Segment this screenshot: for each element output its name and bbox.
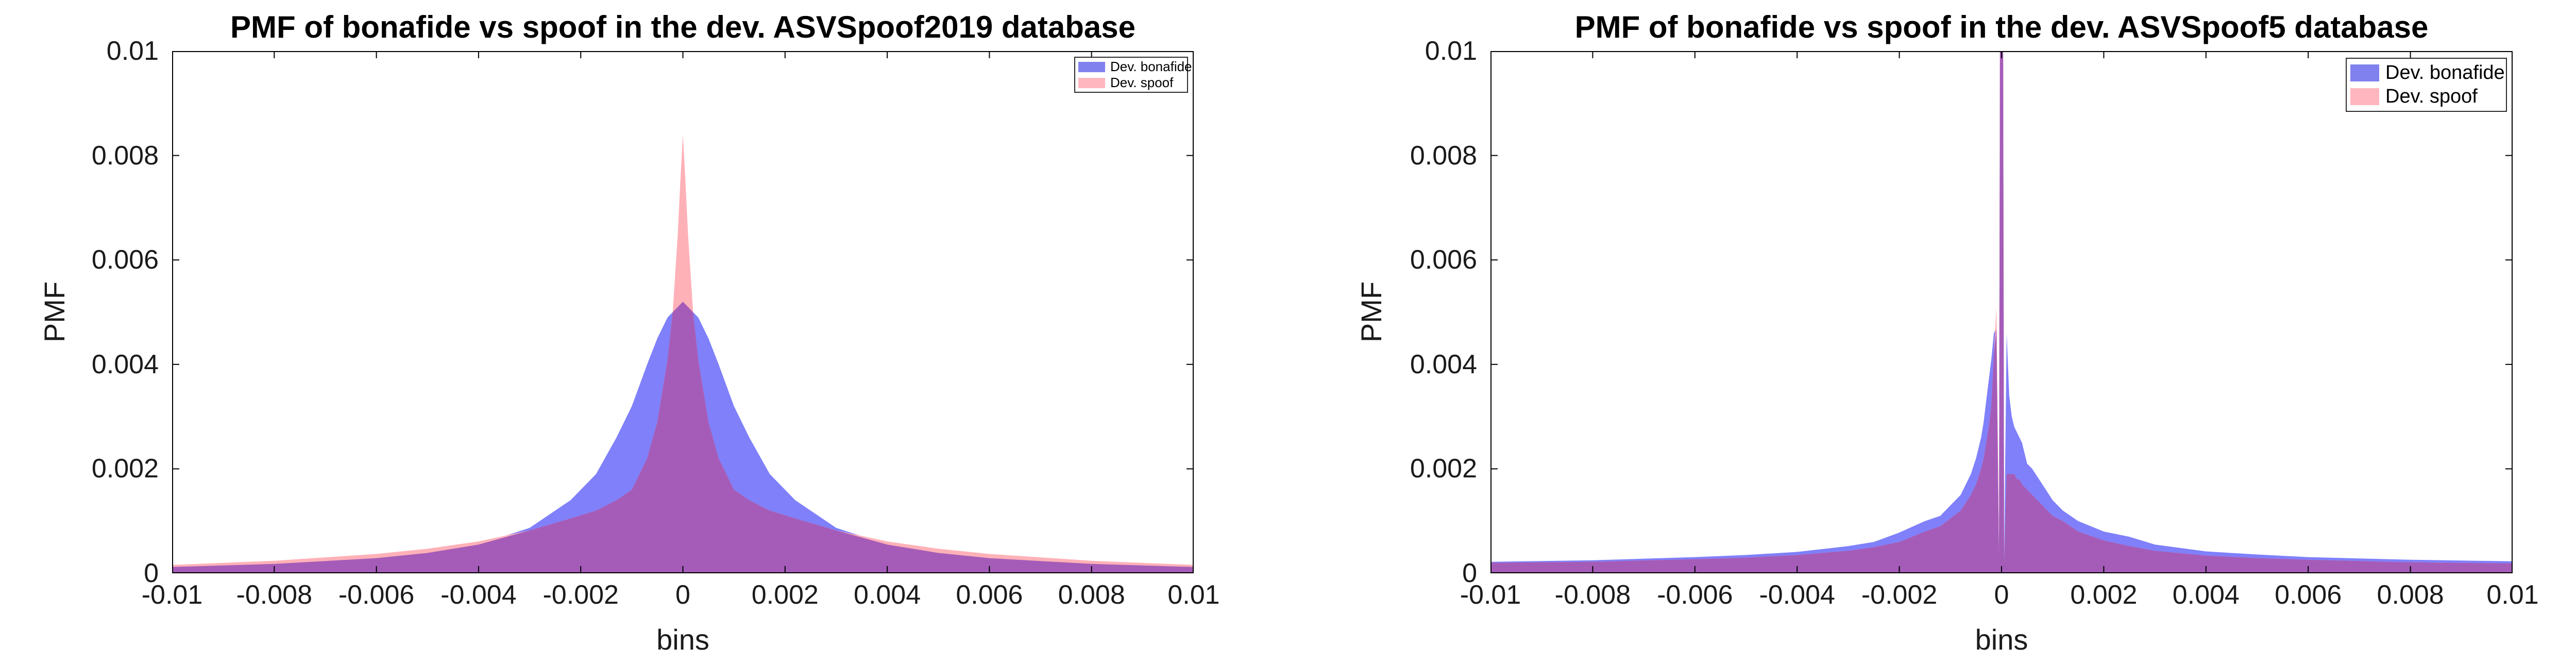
y-tick-label: 0.002 bbox=[91, 454, 159, 484]
legend-entry-spoof: Dev. spoof bbox=[2350, 85, 2502, 109]
x-tick-label: -0.008 bbox=[1554, 580, 1631, 610]
x-tick-label: 0.002 bbox=[751, 580, 819, 610]
y-tick-label: 0 bbox=[1462, 558, 1477, 588]
x-tick-label: 0 bbox=[675, 580, 690, 610]
axes-frame bbox=[172, 51, 1194, 573]
legend-entry-bonafide: Dev. bonafide bbox=[1078, 59, 1192, 75]
x-tick-label: 0.01 bbox=[1167, 580, 1220, 610]
overlap-area bbox=[1490, 51, 2513, 573]
y-tick-label: 0.008 bbox=[1410, 140, 1477, 171]
x-tick-label: 0.008 bbox=[1058, 580, 1125, 610]
x-axis-label-left-chart: bins bbox=[656, 623, 709, 656]
y-tick-label: 0.01 bbox=[106, 36, 159, 66]
chart-title-asvspoof2019: PMF of bonafide vs spoof in the dev. ASV… bbox=[230, 10, 1136, 44]
legend-label-spoof: Dev. spoof bbox=[2385, 85, 2478, 107]
x-tick-label: 0.006 bbox=[2275, 580, 2342, 610]
legend-label-bonafide: Dev. bonafide bbox=[2385, 62, 2505, 84]
y-tick-label: 0.002 bbox=[1410, 454, 1477, 484]
y-tick-label: 0.004 bbox=[1410, 349, 1477, 379]
x-tick-label: 0.002 bbox=[2070, 580, 2138, 610]
legend-label-spoof: Dev. spoof bbox=[1110, 75, 1174, 90]
legend-label-bonafide: Dev. bonafide bbox=[1110, 59, 1192, 74]
x-tick-label: 0.004 bbox=[854, 580, 921, 610]
x-axis-label-right-chart: bins bbox=[1975, 623, 2028, 656]
x-tick-label: -0.002 bbox=[1861, 580, 1938, 610]
y-tick-label: 0 bbox=[144, 558, 159, 588]
x-tick-label: -0.006 bbox=[338, 580, 415, 610]
y-tick-label: 0.01 bbox=[1425, 36, 1477, 66]
plot-area-asvspoof5 bbox=[1490, 51, 2513, 573]
x-tick-label: 0 bbox=[1994, 580, 2009, 610]
x-tick-label: 0.004 bbox=[2172, 580, 2240, 610]
y-tick-label: 0.004 bbox=[91, 349, 159, 379]
spoof-swatch-icon bbox=[1078, 77, 1105, 88]
axes-frame bbox=[1490, 51, 2513, 573]
chart-title-asvspoof5: PMF of bonafide vs spoof in the dev. ASV… bbox=[1574, 10, 2429, 44]
legend-entry-bonafide: Dev. bonafide bbox=[2350, 61, 2505, 85]
x-tick-label: 0.01 bbox=[2486, 580, 2539, 610]
x-tick-label: 0.006 bbox=[956, 580, 1023, 610]
plot-area-asvspoof2019 bbox=[172, 51, 1194, 573]
x-tick-label: -0.004 bbox=[1759, 580, 1835, 610]
x-tick-label: -0.01 bbox=[141, 580, 203, 610]
x-tick-label: -0.008 bbox=[236, 580, 313, 610]
x-tick-label: -0.002 bbox=[543, 580, 619, 610]
legend-left-chart: Dev. bonafide Dev. spoof bbox=[1074, 57, 1192, 93]
legend-entry-spoof: Dev. spoof bbox=[1078, 75, 1184, 91]
y-tick-label: 0.008 bbox=[91, 140, 159, 171]
x-tick-label: -0.01 bbox=[1460, 580, 1521, 610]
y-tick-label: 0.006 bbox=[1410, 245, 1477, 275]
y-tick-label: 0.006 bbox=[91, 245, 159, 275]
spoof-swatch-icon bbox=[2350, 88, 2379, 105]
x-tick-label: -0.006 bbox=[1657, 580, 1733, 610]
x-tick-label: 0.008 bbox=[2377, 580, 2444, 610]
bonafide-swatch-icon bbox=[1078, 61, 1105, 72]
x-tick-label: -0.004 bbox=[440, 580, 517, 610]
legend-right-chart: Dev. bonafide Dev. spoof bbox=[2346, 58, 2507, 112]
overlap-area bbox=[172, 302, 1194, 573]
bonafide-swatch-icon bbox=[2350, 64, 2379, 82]
